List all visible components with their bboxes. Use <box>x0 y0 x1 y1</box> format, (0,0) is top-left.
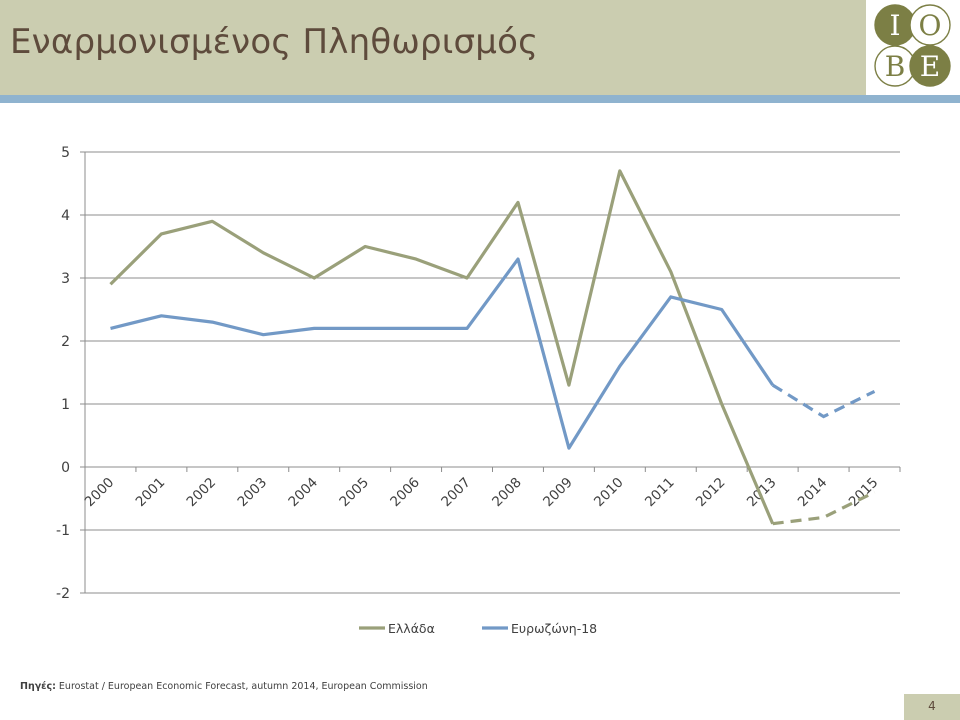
x-axis-tick-labels: 2000 2001 2002 2003 2004 2005 2006 2007 2008 2009… <box>82 475 882 511</box>
logo-letter: E <box>920 50 940 83</box>
x-tick-label: 2014 <box>795 475 831 511</box>
y-tick-label: 1 <box>61 397 70 413</box>
y-tick-label: 3 <box>61 271 70 287</box>
x-tick-label: 2010 <box>591 475 627 511</box>
slide-title: Εναρμονισμένος Πληθωρισμός <box>10 22 539 62</box>
grid-lines <box>80 151 901 594</box>
x-tick-label: 2009 <box>540 475 576 511</box>
logo-circle <box>909 4 951 46</box>
x-tick-label: 2004 <box>285 475 321 511</box>
logo-letter: I <box>889 9 900 42</box>
x-tick-label: 2000 <box>82 475 118 511</box>
x-tick-label: 2005 <box>336 475 372 511</box>
legend-label: Ελλάδα <box>388 621 435 636</box>
header-divider <box>0 95 960 103</box>
legend-label: Ευρωζώνη-18 <box>511 621 597 636</box>
x-tick-label: 2008 <box>489 475 525 511</box>
logo-circle <box>909 45 951 87</box>
series-line <box>109 169 775 525</box>
x-tick-label: 2001 <box>133 475 169 511</box>
y-tick-label: -2 <box>56 586 70 602</box>
series-lines <box>109 169 876 526</box>
chart-legend: Ελλάδα Ευρωζώνη-18 <box>359 621 597 636</box>
x-tick-label: 2002 <box>184 475 220 511</box>
source-label: Πηγές: <box>20 681 56 692</box>
x-tick-label: 2012 <box>693 475 729 511</box>
iobe-logo-graphic: I OB E <box>874 4 951 87</box>
y-tick-label: -1 <box>56 523 70 539</box>
series-line <box>110 257 775 450</box>
source-note: Πηγές: Eurostat / European Economic Fore… <box>20 681 428 692</box>
y-tick-label: 2 <box>61 334 70 350</box>
x-tick-label: 2003 <box>235 475 271 511</box>
y-axis-tick-labels: 5 4 3 2 1 0 -1 -2 <box>56 145 70 602</box>
page-number-box: 4 <box>904 694 960 720</box>
y-tick-label: 0 <box>61 460 70 476</box>
logo-letter: B <box>885 50 906 83</box>
x-tick-label: 2006 <box>387 475 423 511</box>
logo-letter: O <box>919 9 942 42</box>
source-text: Eurostat / European Economic Forecast, a… <box>55 681 428 692</box>
x-tick-label: 2013 <box>744 475 780 511</box>
x-tick-label: 2011 <box>642 475 678 511</box>
series-forecast-line <box>771 383 876 419</box>
page-number: 4 <box>928 699 936 713</box>
header-bar: Εναρμονισμένος Πληθωρισμός <box>0 0 866 95</box>
x-tick-label: 2007 <box>438 475 474 511</box>
y-tick-label: 4 <box>61 208 70 224</box>
y-tick-label: 5 <box>61 145 70 161</box>
